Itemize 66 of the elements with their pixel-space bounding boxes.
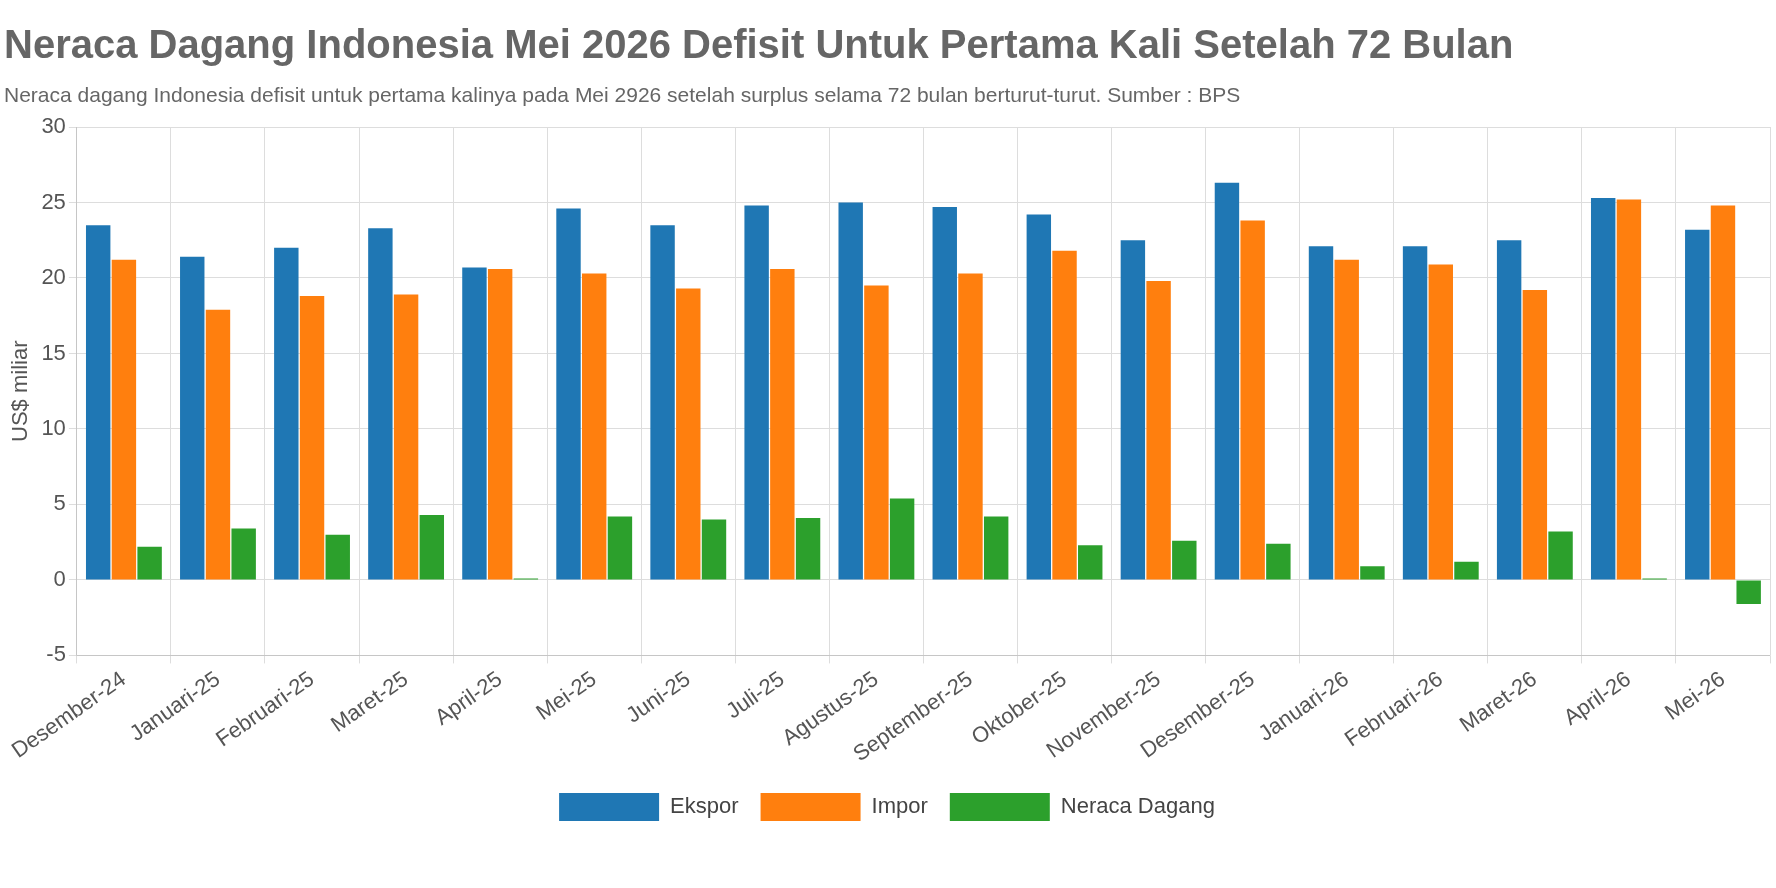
bar	[205, 309, 231, 580]
legend-label: Ekspor	[670, 793, 739, 819]
legend-label: Impor	[871, 793, 928, 819]
bar	[1710, 205, 1736, 580]
bar	[556, 208, 581, 580]
bar	[795, 518, 821, 580]
bar	[111, 259, 137, 580]
bar	[1402, 246, 1428, 580]
bar	[1240, 220, 1265, 580]
bar	[1078, 545, 1103, 580]
y-tick-label: 5	[53, 490, 66, 516]
bar	[838, 202, 863, 580]
bar	[932, 207, 957, 580]
legend-label: Neraca Dagang	[1060, 793, 1215, 819]
bar	[137, 546, 162, 580]
bar	[1172, 540, 1197, 580]
bar	[1146, 280, 1171, 580]
bar	[1548, 531, 1573, 580]
bar	[1522, 290, 1548, 580]
chart-title: Neraca Dagang Indonesia Mei 2026 Defisit Untuk Pertama Kali Setelah 72 Bulan	[4, 22, 1515, 67]
bar	[1360, 566, 1385, 580]
bar	[462, 267, 487, 580]
bar	[1616, 199, 1642, 580]
bar	[1736, 580, 1761, 605]
bar	[368, 228, 393, 580]
bar	[770, 268, 795, 580]
chart-subtitle: Neraca dagang Indonesia defisit untuk pertama kalinya pada Mei 2926 setelah surplus selama 72 bulan berturut-turut. Sumber : BPS	[4, 83, 1242, 107]
y-tick-label: 25	[41, 188, 66, 214]
bar	[889, 498, 915, 580]
bar	[1496, 240, 1522, 580]
bar	[1266, 543, 1291, 580]
bar	[180, 256, 205, 580]
bar	[582, 273, 607, 580]
y-tick-label: 20	[41, 264, 66, 290]
y-tick-label: 10	[41, 415, 66, 441]
bar	[1428, 264, 1453, 580]
bar	[325, 534, 350, 580]
bar	[1214, 182, 1240, 580]
bar	[864, 285, 889, 580]
bar	[299, 296, 325, 580]
bar	[650, 225, 675, 580]
bar	[1308, 246, 1334, 580]
y-tick-label: -5	[46, 641, 66, 667]
bar	[983, 516, 1009, 580]
bar	[676, 288, 701, 580]
bar	[701, 519, 727, 580]
y-tick-label: 30	[41, 113, 66, 139]
bar	[231, 528, 256, 580]
bar	[1120, 240, 1146, 580]
bar	[1454, 561, 1479, 580]
bar	[744, 205, 769, 580]
bar	[1590, 197, 1616, 580]
bar	[958, 273, 983, 580]
bar	[85, 225, 111, 580]
bar	[607, 516, 633, 580]
bar	[274, 247, 299, 580]
bar	[1685, 229, 1710, 580]
bar	[487, 268, 513, 580]
y-tick-label: 15	[41, 339, 66, 365]
bar	[1052, 250, 1077, 580]
bar	[393, 294, 419, 580]
bar	[1334, 259, 1359, 580]
bar	[1026, 214, 1052, 580]
bar	[419, 515, 445, 580]
y-axis-title: US$ miliar	[7, 340, 33, 442]
y-tick-label: 0	[53, 565, 66, 591]
